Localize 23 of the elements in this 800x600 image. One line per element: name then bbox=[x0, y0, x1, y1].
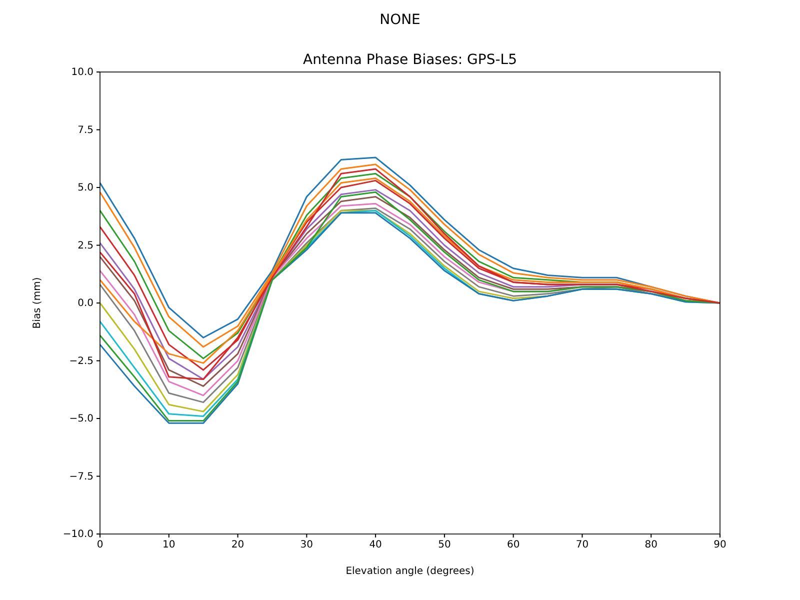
x-tick-label: 40 bbox=[369, 540, 382, 551]
x-tick-label: 70 bbox=[576, 540, 589, 551]
x-tick-label: 60 bbox=[506, 540, 520, 551]
x-tick-label: 10 bbox=[162, 540, 176, 551]
x-tick-label: 20 bbox=[231, 540, 244, 551]
y-tick-label: 10.0 bbox=[71, 67, 94, 78]
y-tick-label: 0.0 bbox=[78, 298, 94, 310]
x-tick-label: 80 bbox=[644, 540, 658, 551]
y-tick-label: 5.0 bbox=[78, 182, 94, 194]
chart-subtitle: Antenna Phase Biases: GPS-L5 bbox=[303, 52, 517, 68]
y-tick-label: −10.0 bbox=[62, 529, 94, 540]
y-tick-label: −7.5 bbox=[69, 471, 94, 482]
x-tick-label: 30 bbox=[300, 540, 314, 551]
x-tick-label: 50 bbox=[438, 540, 451, 551]
y-tick-label: 2.5 bbox=[78, 240, 94, 252]
x-tick-label: 0 bbox=[96, 540, 104, 551]
y-axis-title: Bias (mm) bbox=[32, 277, 43, 329]
y-tick-label: 7.5 bbox=[78, 124, 94, 136]
y-tick-label: −2.5 bbox=[69, 356, 94, 367]
x-axis-title: Elevation angle (degrees) bbox=[346, 566, 474, 577]
y-tick-label: −5.0 bbox=[69, 414, 94, 425]
x-tick-label: 90 bbox=[714, 540, 726, 551]
chart-title: NONE bbox=[380, 12, 420, 28]
